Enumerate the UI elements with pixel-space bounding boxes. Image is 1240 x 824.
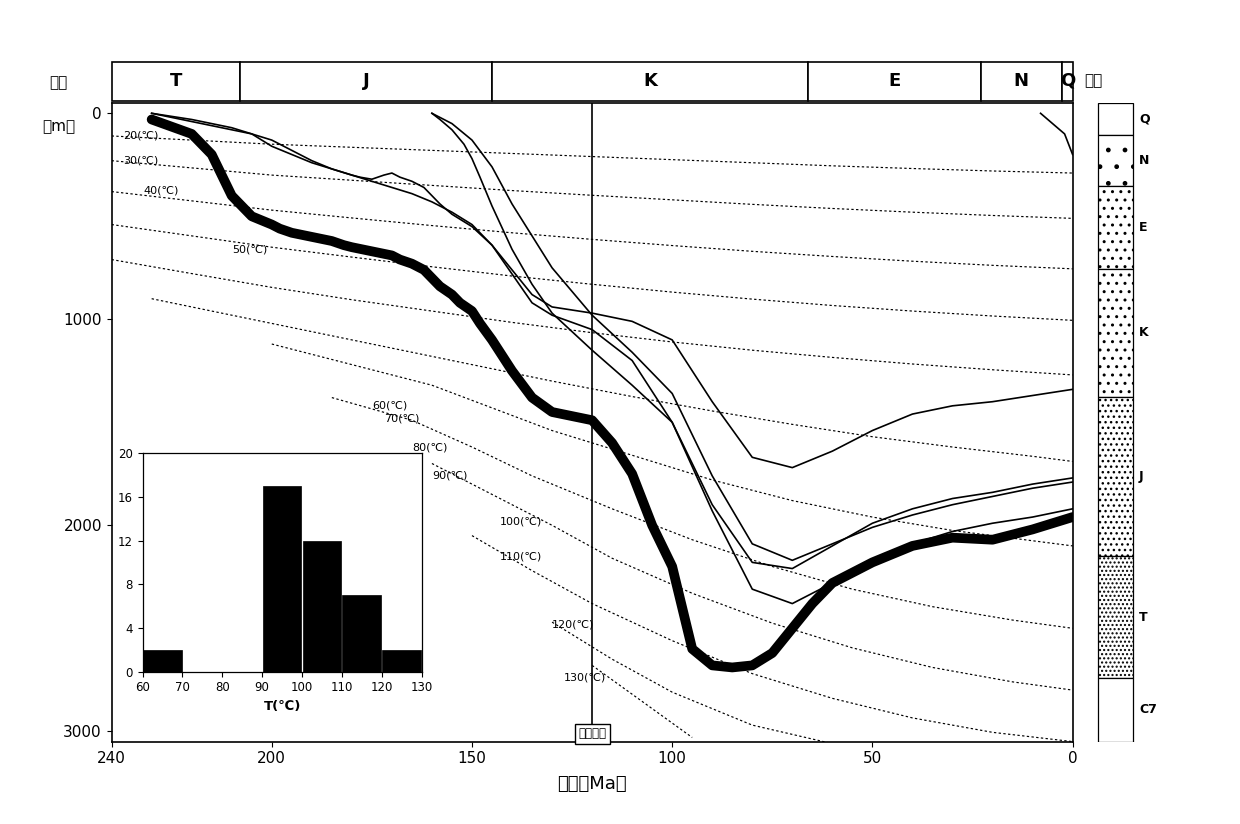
Bar xyxy=(1099,103,1133,135)
Bar xyxy=(1099,269,1133,397)
Bar xyxy=(981,63,1063,101)
Bar xyxy=(1063,63,1073,101)
Bar xyxy=(808,63,981,101)
Text: 120(℃): 120(℃) xyxy=(552,619,594,630)
Text: 地层: 地层 xyxy=(1085,73,1102,88)
Text: 80(℃): 80(℃) xyxy=(412,442,448,452)
Bar xyxy=(1099,556,1133,677)
Text: K: K xyxy=(644,72,657,90)
Text: 100(℃): 100(℃) xyxy=(500,516,542,527)
Text: T: T xyxy=(1138,611,1147,624)
Bar xyxy=(1099,397,1133,556)
Text: 60(℃): 60(℃) xyxy=(372,400,407,411)
Bar xyxy=(143,649,182,672)
Bar xyxy=(342,595,381,672)
Text: 20(℃): 20(℃) xyxy=(124,131,159,141)
Text: K: K xyxy=(1138,326,1148,339)
Text: E: E xyxy=(888,72,900,90)
Text: J: J xyxy=(362,72,370,90)
Bar xyxy=(1099,186,1133,269)
Text: C7: C7 xyxy=(1138,703,1157,716)
X-axis label: T(℃): T(℃) xyxy=(263,700,301,713)
Text: N: N xyxy=(1014,72,1029,90)
Text: T: T xyxy=(170,72,182,90)
Text: 30(℃): 30(℃) xyxy=(124,156,159,166)
Bar xyxy=(263,486,301,672)
Bar xyxy=(112,63,239,101)
X-axis label: 地史（Ma）: 地史（Ma） xyxy=(557,775,627,793)
Text: 50(℃): 50(℃) xyxy=(232,244,267,255)
Text: 主充注期: 主充注期 xyxy=(578,727,606,740)
Text: 110(℃): 110(℃) xyxy=(500,551,542,561)
Bar xyxy=(239,63,492,101)
Text: （m）: （m） xyxy=(42,119,76,134)
Bar xyxy=(1099,135,1133,186)
Text: 70(℃): 70(℃) xyxy=(384,413,419,424)
Text: 130(℃): 130(℃) xyxy=(564,672,606,683)
Bar xyxy=(303,541,341,672)
Text: 40(℃): 40(℃) xyxy=(144,185,179,195)
Text: 90(℃): 90(℃) xyxy=(432,471,467,481)
Text: Q: Q xyxy=(1138,112,1149,125)
Bar xyxy=(492,63,808,101)
Text: J: J xyxy=(1138,470,1143,483)
Bar xyxy=(1099,677,1133,742)
Text: Q: Q xyxy=(1060,72,1075,90)
Text: 埋深: 埋深 xyxy=(50,75,68,91)
Bar xyxy=(382,649,422,672)
Text: N: N xyxy=(1138,154,1149,167)
Text: E: E xyxy=(1138,221,1147,234)
